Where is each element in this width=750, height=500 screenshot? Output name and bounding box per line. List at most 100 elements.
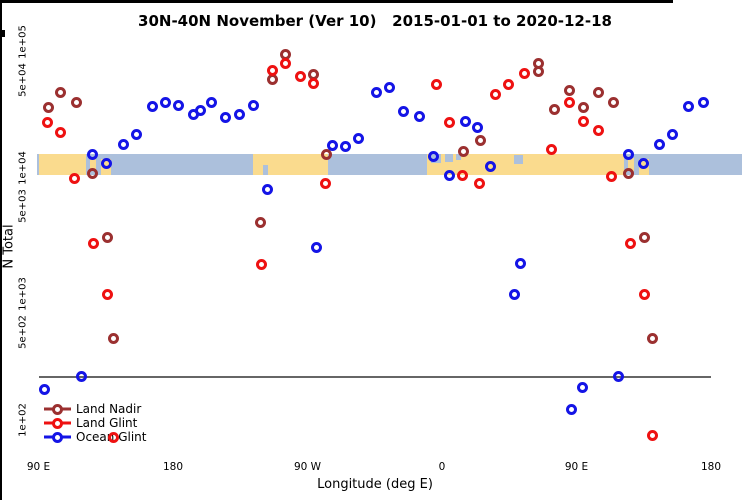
data-point-ocean-glint bbox=[326, 140, 338, 152]
land-band-segment bbox=[252, 153, 328, 175]
data-point-ocean-glint bbox=[370, 87, 382, 99]
data-point-ocean-glint bbox=[697, 96, 709, 108]
data-point-ocean-glint bbox=[130, 128, 142, 140]
data-point-ocean-glint bbox=[261, 184, 273, 196]
data-point-land-glint bbox=[563, 97, 575, 109]
data-point-ocean-glint bbox=[413, 111, 425, 123]
data-point-ocean-glint bbox=[622, 148, 634, 160]
data-point-land-nadir bbox=[532, 66, 544, 78]
y-tick-mark bbox=[0, 32, 5, 33]
data-point-land-glint bbox=[69, 172, 81, 184]
y-tick-mark bbox=[0, 35, 5, 36]
data-point-land-nadir bbox=[607, 97, 619, 109]
data-point-land-nadir bbox=[592, 86, 604, 98]
data-point-land-nadir bbox=[254, 216, 266, 228]
data-point-ocean-glint bbox=[194, 104, 206, 116]
data-point-land-nadir bbox=[70, 97, 82, 109]
data-point-ocean-glint bbox=[247, 99, 259, 111]
data-point-land-glint bbox=[489, 89, 501, 101]
data-point-land-glint bbox=[101, 288, 113, 300]
x-tick-mark bbox=[0, 5, 1, 10]
legend-marker bbox=[52, 417, 63, 429]
land-band-segment bbox=[38, 153, 87, 175]
plot-border-right bbox=[0, 415, 2, 500]
data-point-land-nadir bbox=[108, 333, 120, 345]
data-point-ocean-glint bbox=[76, 371, 88, 383]
data-point-land-nadir bbox=[646, 333, 658, 345]
data-point-land-nadir bbox=[54, 86, 66, 98]
reference-line bbox=[38, 375, 711, 378]
data-point-ocean-glint bbox=[383, 82, 395, 94]
plot-border-bottom bbox=[0, 1, 673, 3]
data-point-land-glint bbox=[456, 170, 468, 182]
legend-marker bbox=[52, 403, 63, 415]
data-point-ocean-glint bbox=[459, 115, 471, 127]
data-point-land-glint bbox=[624, 238, 636, 250]
data-point-land-nadir bbox=[563, 85, 575, 97]
x-tick-mark bbox=[0, 0, 1, 5]
ocean-band-patch bbox=[456, 153, 462, 161]
data-point-ocean-glint bbox=[443, 170, 455, 182]
data-point-land-glint bbox=[545, 144, 557, 156]
data-point-ocean-glint bbox=[612, 370, 624, 382]
data-point-land-nadir bbox=[457, 145, 469, 157]
data-point-ocean-glint bbox=[666, 128, 678, 140]
data-point-ocean-glint bbox=[117, 138, 129, 150]
x-tick-mark bbox=[0, 10, 1, 15]
legend-item-label: Land Nadir bbox=[76, 402, 142, 416]
chart-title: 30N-40N November (Ver 10) 2015-01-01 to … bbox=[138, 12, 612, 30]
data-point-ocean-glint bbox=[427, 150, 439, 162]
data-point-land-nadir bbox=[42, 102, 54, 114]
ocean-band-patch bbox=[513, 155, 524, 165]
x-tick-label: 180 bbox=[162, 461, 184, 473]
data-point-land-nadir bbox=[320, 148, 332, 160]
data-point-ocean-glint bbox=[514, 257, 526, 269]
data-point-land-glint bbox=[255, 259, 267, 271]
data-point-land-glint bbox=[41, 116, 53, 128]
data-point-ocean-glint bbox=[682, 100, 694, 112]
x-tick-label: 0 bbox=[438, 461, 446, 473]
data-point-land-glint bbox=[518, 68, 530, 80]
data-point-ocean-glint bbox=[310, 241, 322, 253]
data-point-ocean-glint bbox=[565, 403, 577, 415]
ocean-band-patch bbox=[262, 165, 268, 175]
data-point-land-glint bbox=[577, 115, 589, 127]
y-tick-mark bbox=[0, 33, 5, 34]
data-point-land-nadir bbox=[548, 104, 560, 116]
x-tick-label: 90 E bbox=[26, 461, 51, 473]
data-point-ocean-glint bbox=[173, 99, 185, 111]
y-tick-mark bbox=[0, 34, 5, 35]
data-point-land-glint bbox=[108, 431, 120, 443]
data-point-ocean-glint bbox=[219, 112, 231, 124]
data-point-land-glint bbox=[294, 71, 306, 83]
data-point-land-nadir bbox=[622, 167, 634, 179]
data-point-ocean-glint bbox=[38, 383, 50, 395]
y-tick-mark bbox=[0, 30, 5, 31]
data-point-land-glint bbox=[443, 116, 455, 128]
x-tick-mark bbox=[0, 25, 1, 30]
data-point-land-glint bbox=[646, 429, 658, 441]
x-tick-label: 90 E bbox=[564, 461, 589, 473]
data-point-land-nadir bbox=[101, 232, 113, 244]
data-point-ocean-glint bbox=[233, 108, 245, 120]
data-point-land-glint bbox=[319, 178, 331, 190]
y-tick-mark bbox=[0, 31, 5, 32]
data-point-ocean-glint bbox=[653, 139, 665, 151]
ocean-band-patch bbox=[444, 153, 454, 162]
data-point-land-glint bbox=[87, 238, 99, 250]
data-point-land-glint bbox=[54, 127, 66, 139]
data-point-ocean-glint bbox=[160, 96, 172, 108]
data-point-ocean-glint bbox=[484, 161, 496, 173]
data-point-land-nadir bbox=[266, 74, 278, 86]
data-point-land-glint bbox=[266, 65, 278, 77]
data-point-ocean-glint bbox=[471, 121, 483, 133]
data-point-land-glint bbox=[605, 171, 617, 183]
legend-marker bbox=[52, 431, 63, 443]
data-point-land-glint bbox=[638, 288, 650, 300]
data-point-ocean-glint bbox=[352, 132, 364, 144]
